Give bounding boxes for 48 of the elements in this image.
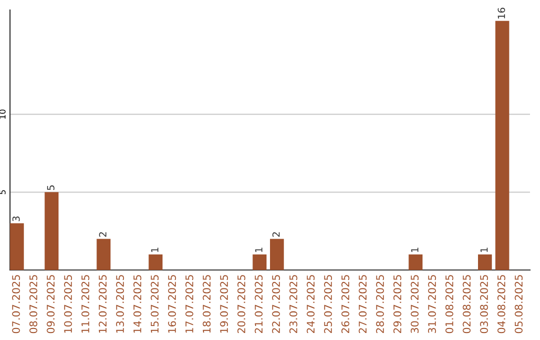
x-tick-label: 09.07.2025 — [46, 275, 55, 334]
bar — [408, 254, 423, 270]
x-tick-label: 13.07.2025 — [116, 275, 124, 333]
x-tick-label: 16.07.2025 — [168, 275, 176, 333]
data-label: 2 — [99, 232, 106, 237]
x-tick-label: 24.07.2025 — [306, 275, 315, 334]
x-tick-label: 18.07.2025 — [202, 275, 211, 333]
bar — [478, 254, 492, 270]
x-tick-label: 28.07.2025 — [376, 275, 384, 334]
data-label: 1 — [255, 248, 262, 252]
data-label: 16 — [498, 8, 506, 18]
x-tick-label: 30.07.2025 — [410, 275, 419, 334]
x-tick-label: 20.07.2025 — [237, 275, 246, 334]
x-tick-label: 03.08.2025 — [480, 275, 488, 334]
x-tick-label: 19.07.2025 — [220, 275, 228, 333]
bar — [148, 254, 163, 270]
x-tick-label: 31.07.2025 — [428, 275, 436, 334]
bar — [10, 223, 24, 270]
x-tick-label: 07.07.2025 — [12, 275, 20, 334]
bar — [495, 20, 510, 270]
data-label: 2 — [272, 232, 280, 237]
x-tick-label: 12.07.2025 — [98, 275, 107, 333]
x-tick-label: 15.07.2025 — [150, 275, 159, 333]
x-tick-label: 02.08.2025 — [462, 275, 471, 334]
x-tick-label: 27.07.2025 — [358, 275, 367, 334]
x-tick-label: 21.07.2025 — [254, 275, 263, 334]
data-label: 5 — [47, 185, 54, 190]
x-tick-label: 01.08.2025 — [445, 275, 454, 334]
x-tick-label: 22.07.2025 — [272, 275, 280, 334]
data-label: 1 — [480, 248, 488, 252]
data-label: 3 — [12, 216, 20, 222]
bar — [44, 192, 59, 270]
x-tick-label: 10.07.2025 — [64, 275, 72, 333]
x-tick-label: 08.07.2025 — [29, 275, 38, 334]
x-tick-label: 25.07.2025 — [324, 275, 332, 334]
x-tick-label: 23.07.2025 — [289, 275, 298, 334]
data-label: 1 — [411, 248, 418, 252]
data-label: 1 — [151, 248, 158, 252]
x-tick-label: 04.08.2025 — [497, 275, 506, 334]
bar — [252, 254, 267, 270]
x-tick-label: 26.07.2025 — [341, 275, 350, 334]
x-tick-label: 29.07.2025 — [393, 275, 402, 334]
bar — [270, 238, 284, 270]
x-tick-label: 14.07.2025 — [133, 275, 142, 333]
x-tick-label: 05.08.2025 — [514, 275, 523, 334]
x-tick-label: 11.07.2025 — [81, 275, 90, 333]
x-tick-label: 17.07.2025 — [185, 275, 194, 333]
bar — [96, 238, 111, 270]
